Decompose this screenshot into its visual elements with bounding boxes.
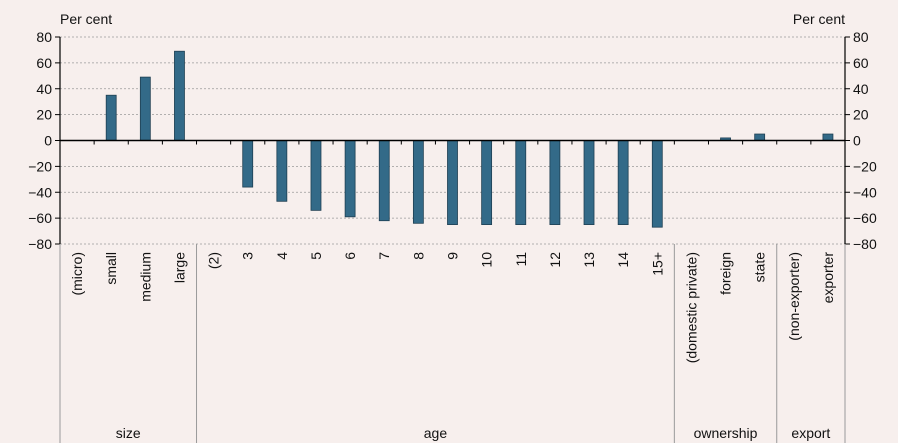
category-label: 15+ — [649, 252, 665, 276]
category-label: medium — [137, 252, 153, 302]
y-tick-label-left: −60 — [28, 210, 52, 226]
category-label: 7 — [376, 252, 392, 260]
category-label: 11 — [513, 252, 529, 267]
y-tick-label-right: 40 — [853, 81, 869, 97]
bar — [447, 140, 458, 225]
category-label: state — [752, 252, 768, 283]
category-label: 5 — [308, 252, 324, 260]
y-tick-label-left: 20 — [36, 107, 52, 123]
group-label: size — [116, 425, 141, 441]
bar — [583, 140, 595, 225]
y-tick-label-right: 0 — [853, 133, 861, 149]
bar — [174, 50, 185, 141]
category-label: 8 — [410, 252, 426, 260]
bars — [105, 50, 834, 228]
group-label: age — [424, 425, 448, 441]
y-tick-label-right: −60 — [853, 210, 877, 226]
y-tick-label-right: −40 — [853, 184, 877, 200]
y-tick-label-right: −20 — [853, 158, 877, 174]
category-label: 9 — [445, 252, 461, 260]
y-tick-label-left: 0 — [44, 133, 52, 149]
axes: 80 80 60 60 40 40 20 20 0 0 −20 −20 −40 −40 −60 −60 −80 −… — [28, 29, 877, 443]
category-label: 12 — [547, 252, 563, 268]
bar — [310, 140, 322, 211]
category-label: 10 — [479, 252, 495, 268]
y-tick-label-left: 60 — [36, 55, 52, 71]
y-tick-label-right: −80 — [853, 236, 877, 252]
category-label: 14 — [615, 252, 631, 268]
bar — [549, 140, 561, 225]
category-label: large — [171, 252, 187, 283]
bar — [378, 140, 390, 222]
bar — [515, 140, 527, 225]
category-label: (2) — [206, 252, 222, 269]
category-label: (non-exporter) — [786, 252, 802, 341]
bar — [617, 140, 629, 225]
bar — [276, 140, 288, 202]
bar — [412, 140, 424, 224]
bar — [754, 133, 766, 141]
category-label: (micro) — [69, 252, 85, 296]
y-tick-label-left: −40 — [28, 184, 52, 200]
y-tick-label-left: −20 — [28, 158, 52, 174]
category-label: 3 — [240, 252, 256, 260]
y-tick-label-left: 80 — [36, 29, 52, 45]
category-label: foreign — [718, 252, 734, 295]
bar — [481, 140, 493, 225]
group-label: export — [791, 425, 830, 441]
y-tick-label-right: 20 — [853, 107, 869, 123]
category-label: small — [103, 252, 119, 285]
bar — [344, 140, 356, 218]
bar — [651, 140, 663, 228]
y-tick-label-right: 60 — [853, 55, 869, 71]
category-label: 6 — [342, 252, 358, 260]
category-label: exporter — [820, 252, 836, 304]
bar — [822, 133, 834, 141]
category-label: 13 — [581, 252, 597, 268]
group-label: ownership — [694, 425, 758, 441]
y-tick-label-right: 80 — [853, 29, 869, 45]
y-axis-title-left: Per cent — [60, 11, 112, 27]
y-tick-label-left: −80 — [28, 236, 52, 252]
bar — [242, 140, 254, 188]
category-label: 4 — [274, 252, 290, 260]
bar — [105, 94, 117, 141]
y-tick-label-left: 40 — [36, 81, 52, 97]
bar — [139, 76, 151, 141]
y-axis-title-right: Per cent — [793, 11, 845, 27]
category-label: (domestic private) — [683, 252, 699, 363]
